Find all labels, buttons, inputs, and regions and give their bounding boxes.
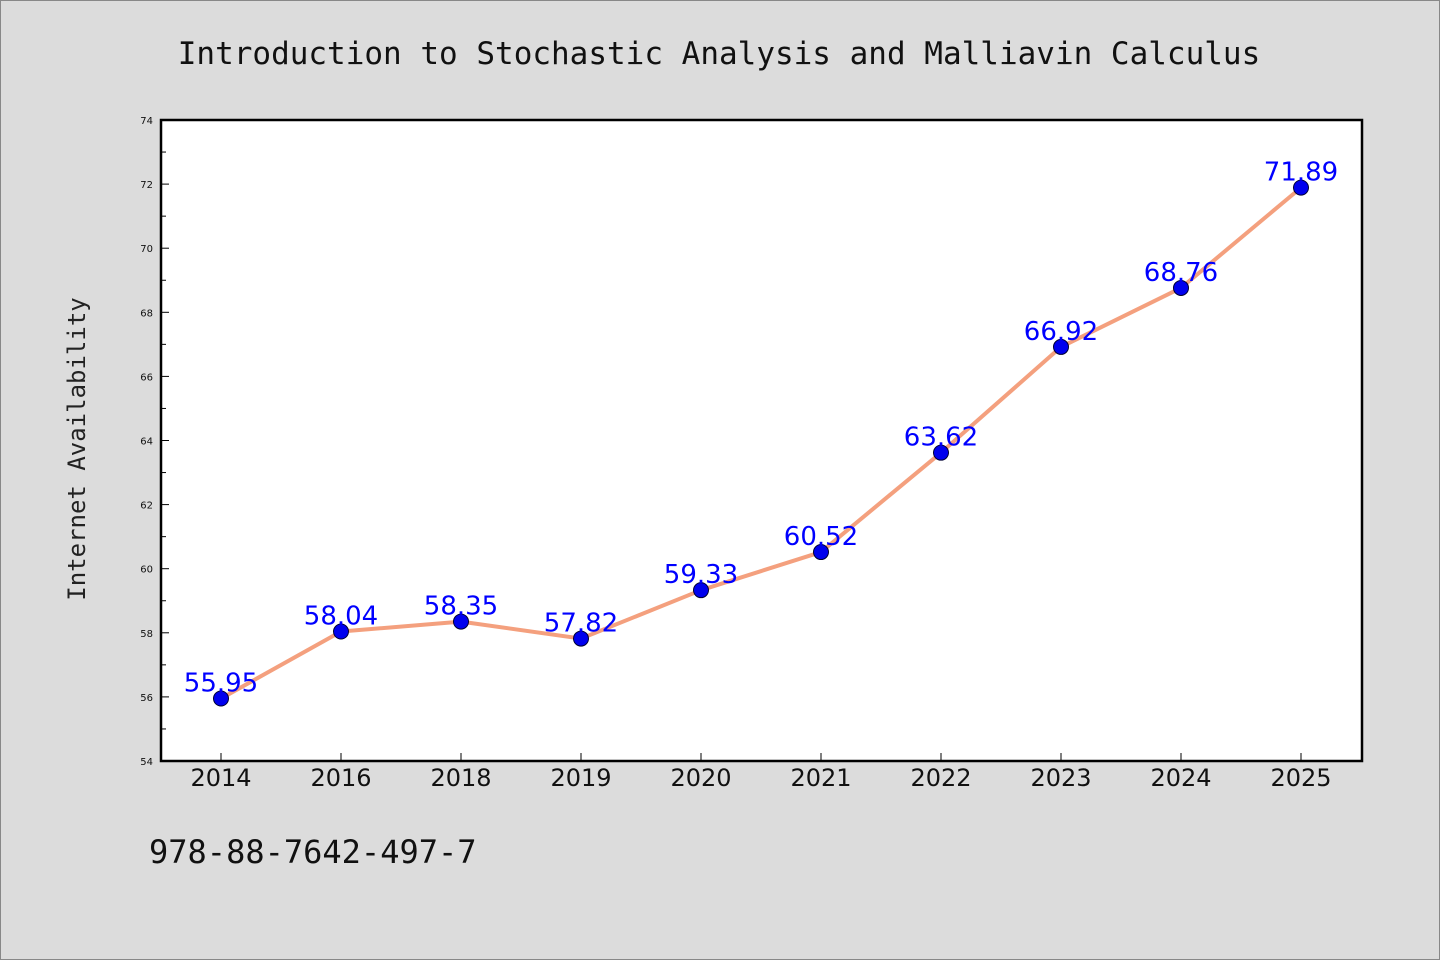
data-point-label: 57.82 [544,609,618,639]
data-point-marker [453,613,469,630]
data-point-label: 55.95 [184,669,258,699]
data-point-marker [1293,179,1309,196]
data-point-marker [333,623,349,640]
x-tick-label: 2019 [550,764,611,792]
y-tick-label: 56 [140,693,153,704]
x-tick-label: 2016 [310,764,371,792]
y-tick-label: 58 [140,629,153,640]
data-point-marker [213,690,229,707]
x-tick-label: 2018 [430,764,491,792]
data-point-label: 68.76 [1144,258,1218,288]
y-tick-label: 64 [140,437,153,448]
data-point-marker [693,582,709,599]
series-group [213,179,1309,707]
y-axis-label: Internet Availability [63,297,91,600]
x-tick-label: 2014 [190,764,251,792]
y-tick-label: 54 [140,757,153,768]
x-tick-label: 2020 [670,764,731,792]
y-tick-label: 68 [140,308,153,319]
y-tick-label: 60 [140,565,153,576]
data-point-label: 66.92 [1024,317,1098,347]
x-tick-label: 2023 [1030,764,1091,792]
series-line [219,185,1303,701]
y-tick-label: 66 [140,372,153,383]
data-point-marker [573,630,589,647]
plot-area [159,118,1364,763]
x-tick-label: 2021 [790,764,851,792]
y-tick-label: 70 [140,244,153,255]
data-point-marker [1173,279,1189,296]
y-tick-label: 74 [140,116,153,127]
x-axis-ticks: 2014 2016 2018 2019 2020 2021 2022 2023 2024 2025 [190,753,1332,792]
data-point-label: 58.35 [424,592,498,622]
data-point-label: 58.04 [304,602,378,632]
y-tick-label: 72 [140,180,153,191]
data-point-label: 60.52 [784,522,858,552]
data-point-marker [933,444,949,461]
data-point-marker [1053,338,1069,355]
data-point-marker [813,544,829,561]
x-tick-label: 2024 [1150,764,1211,792]
y-axis-ticks: 54 56 58 60 62 64 66 68 70 72 74 [140,116,169,768]
data-point-label: 59.33 [664,560,738,590]
x-tick-label: 2025 [1270,764,1331,792]
chart-title: Introduction to Stochastic Analysis and … [178,36,1261,72]
x-tick-label: 2022 [910,764,971,792]
data-point-label: 71.89 [1264,158,1338,188]
data-label-group: 55.95 58.04 58.35 57.82 59.33 60.52 63.62 66.92… [184,158,1338,699]
y-tick-label: 62 [140,501,153,512]
isbn-text: 978-88-7642-497-7 [149,833,477,871]
data-point-label: 63.62 [904,423,978,453]
